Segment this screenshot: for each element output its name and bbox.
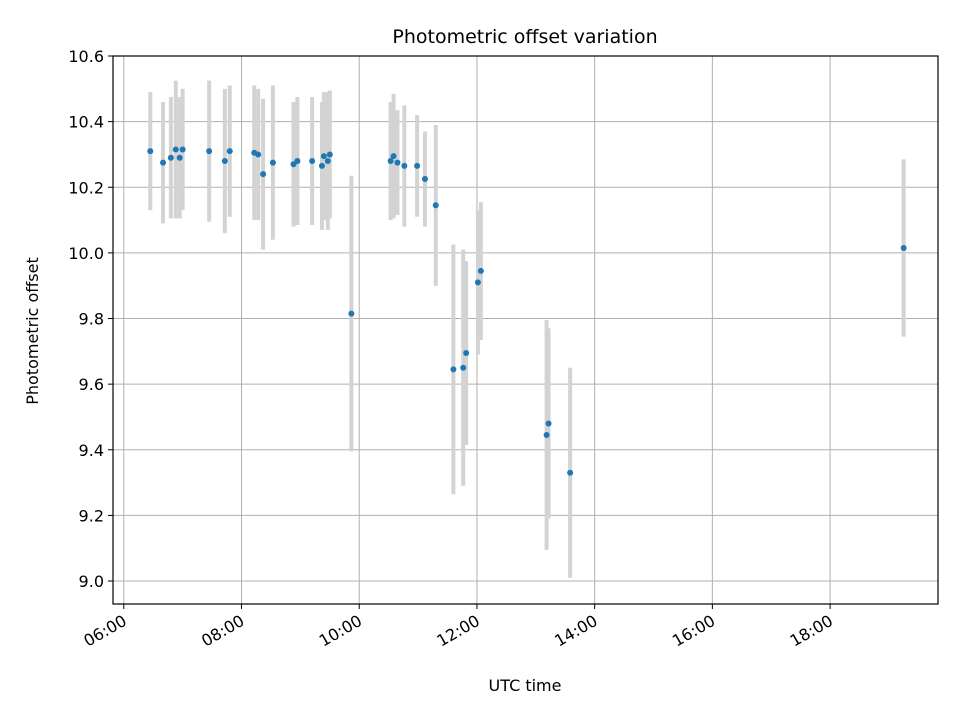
data-point	[463, 349, 470, 356]
data-point	[401, 162, 408, 169]
data-point	[432, 202, 439, 209]
data-point	[269, 159, 276, 166]
data-point	[545, 420, 552, 427]
data-point	[414, 162, 421, 169]
data-point	[172, 146, 179, 153]
data-point	[460, 364, 467, 371]
y-axis: 9.0 9.2 9.4 9.6 9.8 10.0 10.2 10.4 10.6	[68, 47, 113, 591]
y-tick-label: 10.0	[68, 244, 104, 263]
data-point	[900, 244, 907, 251]
data-point	[477, 267, 484, 274]
y-tick-label: 9.0	[79, 572, 104, 591]
data-point	[326, 151, 333, 158]
data-point	[567, 469, 574, 476]
data-point	[318, 162, 325, 169]
y-tick-label: 9.6	[79, 375, 104, 394]
data-point	[294, 158, 301, 165]
data-point	[179, 146, 186, 153]
data-point	[226, 148, 233, 155]
data-point	[394, 159, 401, 166]
data-point	[160, 159, 167, 166]
y-tick-label: 10.4	[68, 113, 104, 132]
data-point	[348, 310, 355, 317]
data-point	[255, 151, 262, 158]
data-point	[387, 158, 394, 165]
data-point	[176, 154, 183, 161]
data-point	[390, 153, 397, 160]
data-point	[309, 158, 316, 165]
data-point	[543, 432, 550, 439]
data-point	[167, 154, 174, 161]
x-axis-label: UTC time	[489, 676, 562, 695]
y-tick-label: 9.2	[79, 506, 104, 525]
data-point	[221, 158, 228, 165]
y-tick-label: 10.2	[68, 178, 104, 197]
data-point	[260, 171, 267, 178]
y-tick-label: 10.6	[68, 47, 104, 66]
data-point	[206, 148, 213, 155]
y-axis-label: Photometric offset	[23, 257, 42, 405]
data-point	[147, 148, 154, 155]
y-tick-label: 9.8	[79, 310, 104, 329]
data-point	[421, 176, 428, 183]
data-point	[290, 161, 297, 168]
data-point	[450, 366, 457, 373]
plot-frame	[112, 55, 939, 605]
chart-title: Photometric offset variation	[392, 26, 657, 48]
data-points	[147, 146, 907, 476]
y-tick-label: 9.4	[79, 441, 104, 460]
data-point	[320, 153, 327, 160]
data-point	[324, 158, 331, 165]
grid	[113, 55, 938, 604]
data-point	[474, 279, 481, 286]
